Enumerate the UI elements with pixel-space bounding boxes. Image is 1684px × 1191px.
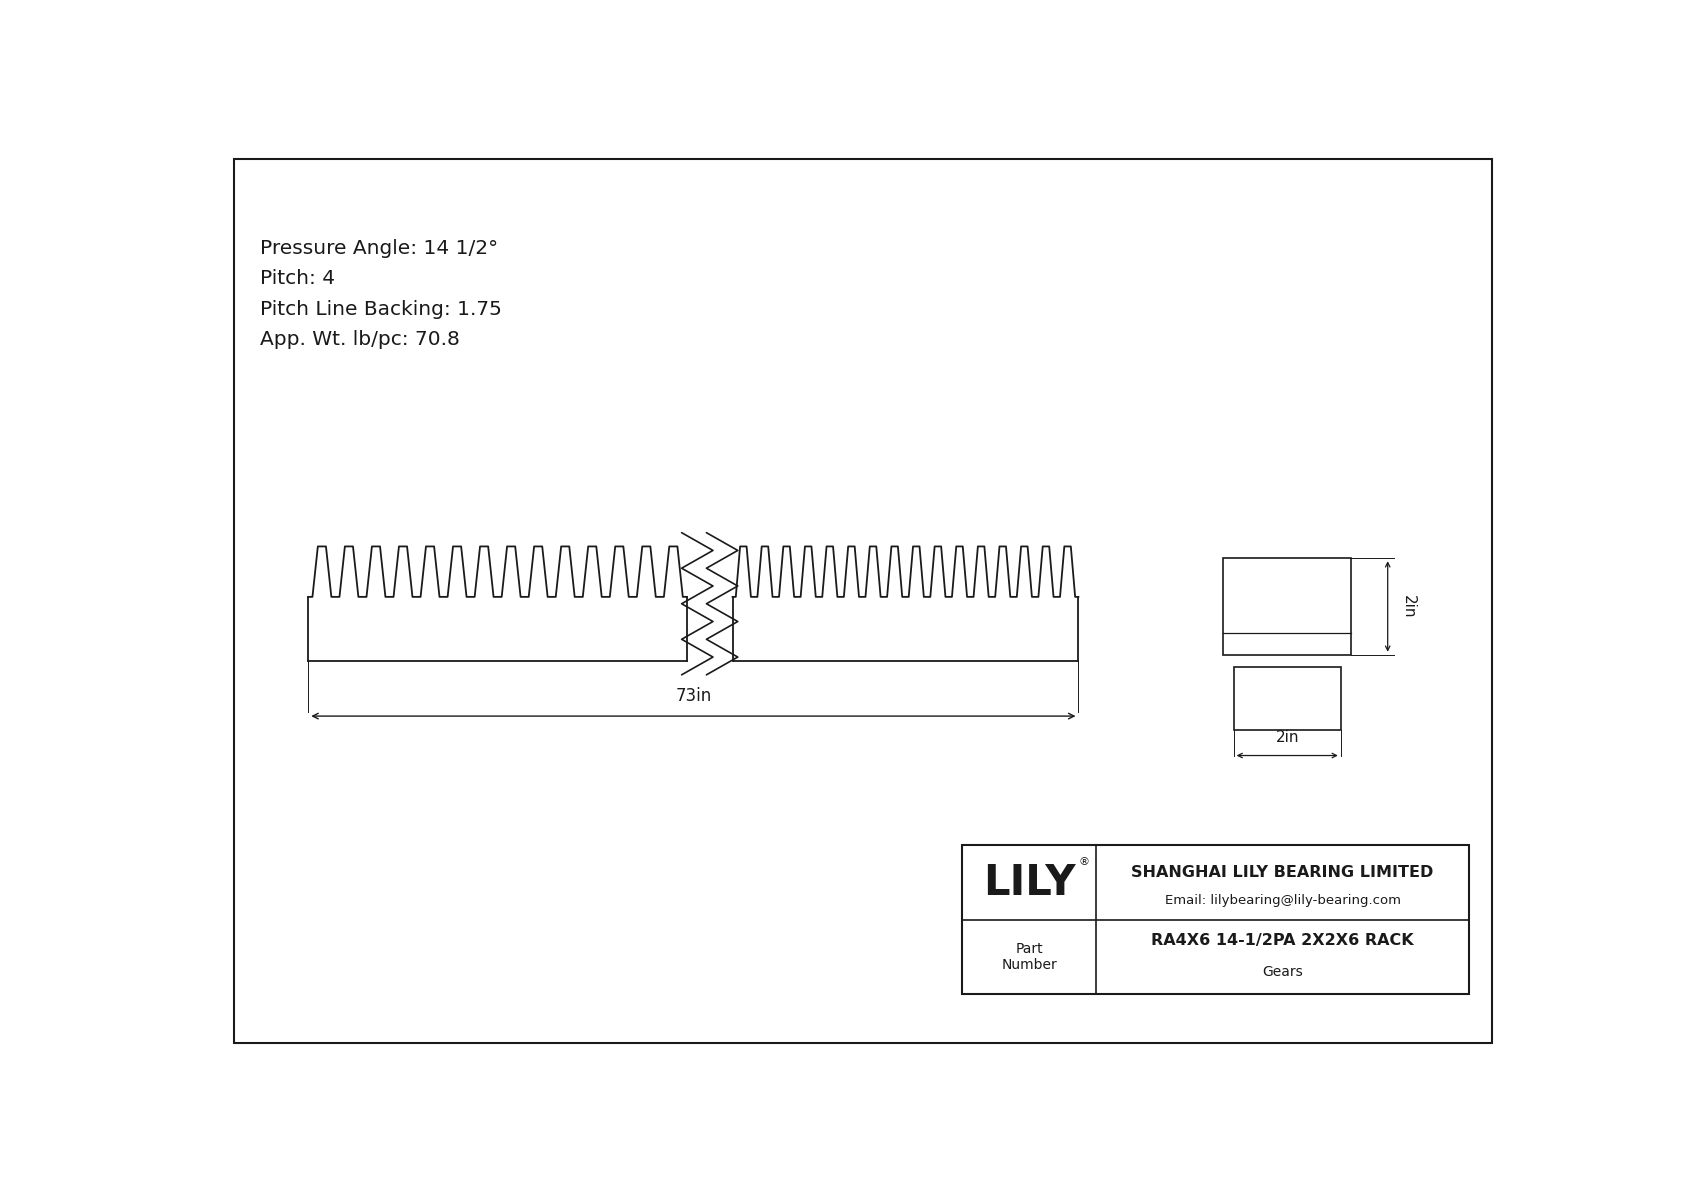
Text: Part
Number: Part Number: [1002, 942, 1058, 972]
Text: 2in: 2in: [1401, 594, 1416, 618]
Bar: [1223, 559, 1351, 655]
Text: Gears: Gears: [1261, 965, 1303, 979]
Bar: [1234, 667, 1340, 730]
Text: 2in: 2in: [1275, 730, 1298, 744]
Text: SHANGHAI LILY BEARING LIMITED: SHANGHAI LILY BEARING LIMITED: [1132, 865, 1433, 880]
Bar: [962, 846, 1468, 994]
Text: LILY: LILY: [983, 861, 1076, 904]
Text: Pressure Angle: 14 1/2°: Pressure Angle: 14 1/2°: [259, 239, 498, 258]
Text: Pitch: 4: Pitch: 4: [259, 269, 335, 288]
Text: ®: ®: [1079, 856, 1090, 867]
Text: Email: lilybearing@lily-bearing.com: Email: lilybearing@lily-bearing.com: [1165, 894, 1401, 906]
Text: Pitch Line Backing: 1.75: Pitch Line Backing: 1.75: [259, 300, 502, 319]
Text: 73in: 73in: [675, 687, 712, 705]
Text: App. Wt. lb/pc: 70.8: App. Wt. lb/pc: 70.8: [259, 330, 460, 349]
Text: RA4X6 14-1/2PA 2X2X6 RACK: RA4X6 14-1/2PA 2X2X6 RACK: [1152, 933, 1415, 948]
